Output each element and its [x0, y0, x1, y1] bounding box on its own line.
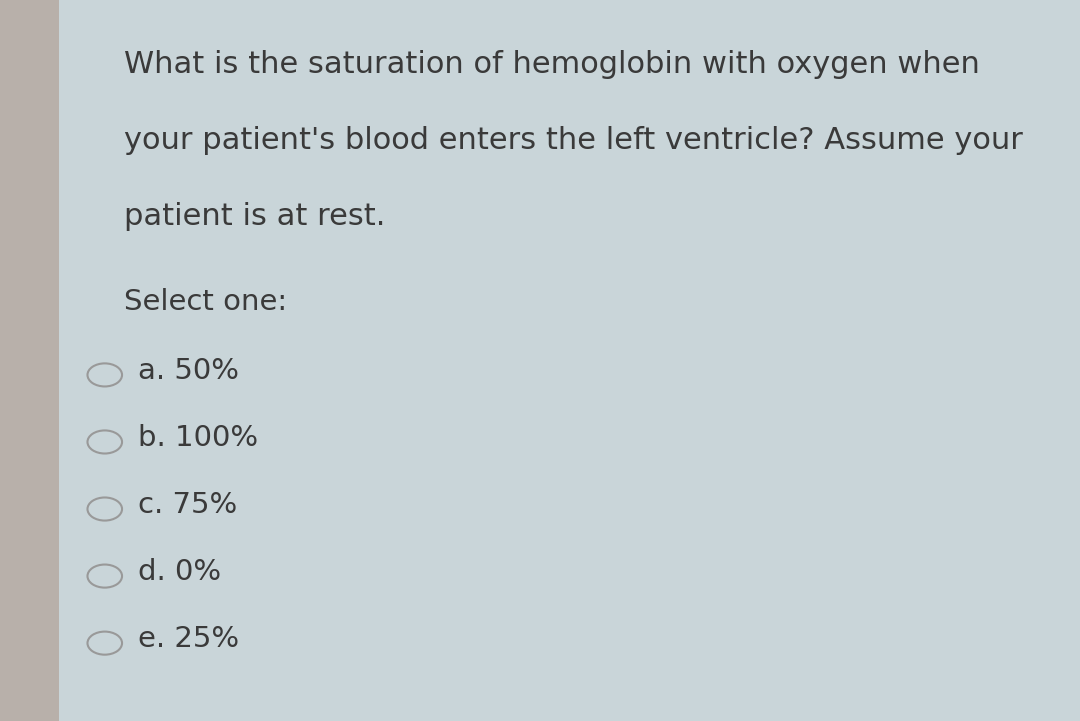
Text: a. 50%: a. 50% — [138, 357, 240, 385]
Text: b. 100%: b. 100% — [138, 424, 258, 452]
Text: What is the saturation of hemoglobin with oxygen when: What is the saturation of hemoglobin wit… — [124, 50, 980, 79]
Circle shape — [87, 632, 122, 655]
Circle shape — [87, 430, 122, 454]
Circle shape — [87, 497, 122, 521]
Circle shape — [87, 363, 122, 386]
Text: patient is at rest.: patient is at rest. — [124, 202, 386, 231]
Bar — [0, 0, 59, 721]
Text: e. 25%: e. 25% — [138, 625, 240, 653]
Text: c. 75%: c. 75% — [138, 491, 238, 519]
Text: your patient's blood enters the left ventricle? Assume your: your patient's blood enters the left ven… — [124, 126, 1023, 155]
Text: Select one:: Select one: — [124, 288, 287, 317]
Circle shape — [87, 565, 122, 588]
Text: d. 0%: d. 0% — [138, 558, 221, 586]
